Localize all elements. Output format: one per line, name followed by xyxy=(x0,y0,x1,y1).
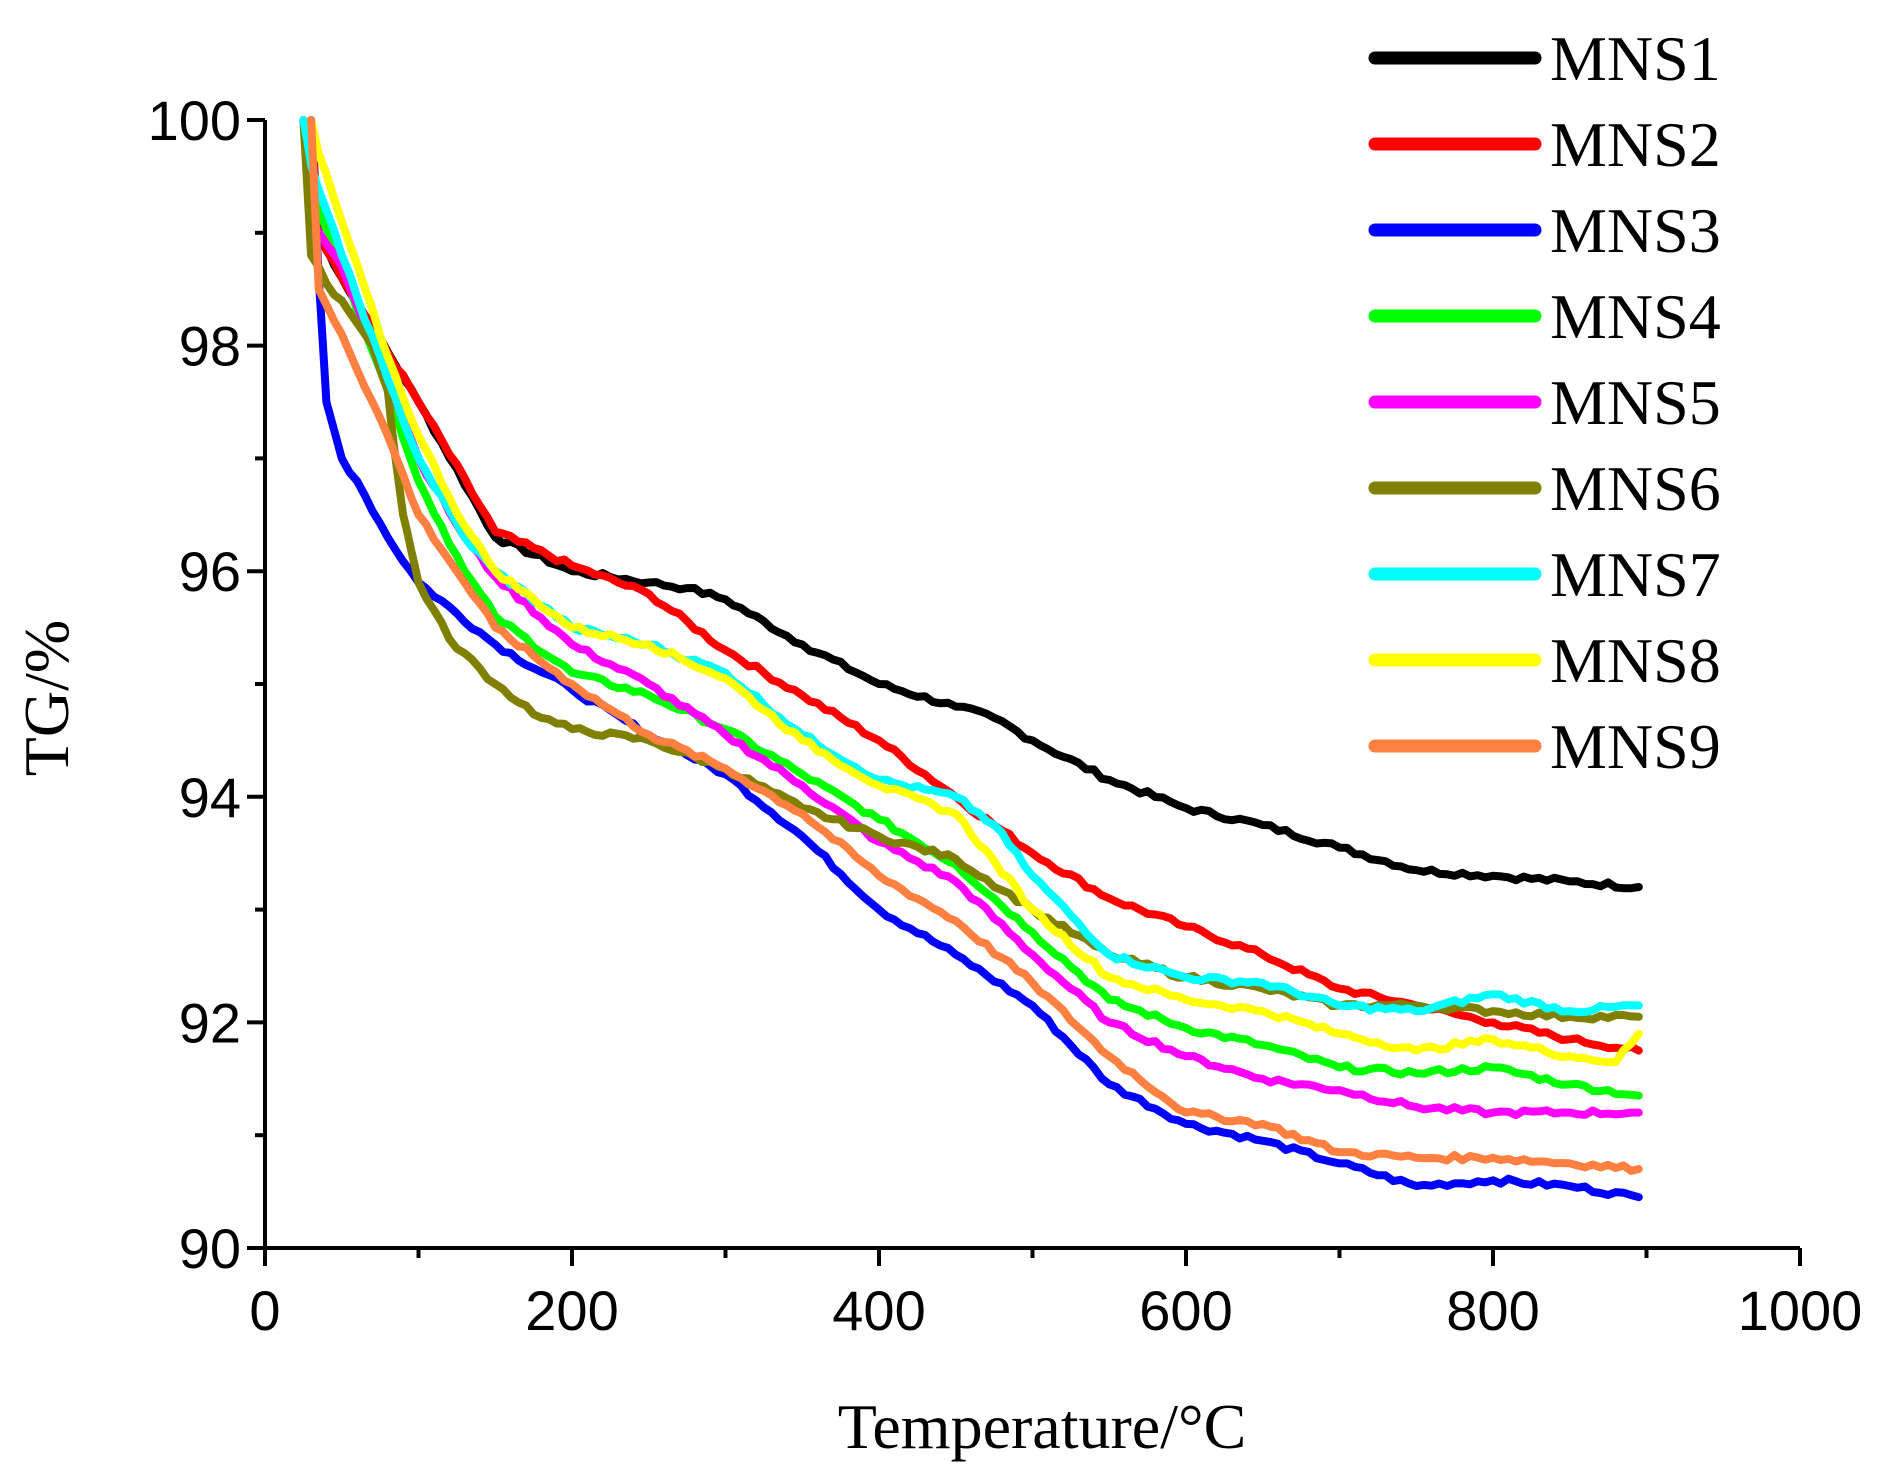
legend-label-mns9: MNS9 xyxy=(1550,711,1721,782)
x-tick-label: 0 xyxy=(249,1279,280,1342)
series-line-mns1 xyxy=(307,116,1643,893)
legend-label-mns2: MNS2 xyxy=(1550,109,1721,180)
legend-label-mns6: MNS6 xyxy=(1550,453,1721,524)
y-tick-label: 90 xyxy=(179,1217,241,1280)
series-line-mns9 xyxy=(307,116,1643,1175)
series-line-mns8 xyxy=(307,116,1643,1067)
x-tick-label: 800 xyxy=(1446,1279,1539,1342)
y-tick-label: 100 xyxy=(148,89,241,152)
ticks-layer: 0 200 400 600 800 1000 90 92 94 96 98 100 xyxy=(148,89,1863,1342)
y-tick-label: 98 xyxy=(179,315,241,378)
series-layer xyxy=(299,116,1643,1202)
legend-label-mns7: MNS7 xyxy=(1550,539,1721,610)
legend-label-mns3: MNS3 xyxy=(1550,195,1721,266)
y-axis-title: TG/% xyxy=(11,620,82,776)
series-line-mns5 xyxy=(299,116,1643,1120)
legend-label-mns4: MNS4 xyxy=(1550,281,1721,352)
x-tick-label: 400 xyxy=(832,1279,925,1342)
legend-label-mns5: MNS5 xyxy=(1550,367,1721,438)
x-axis-title: Temperature/°C xyxy=(838,1391,1247,1462)
legend: MNS1 MNS2 MNS3 MNS4 MNS5 MNS6 MNS7 MNS8 MNS9 xyxy=(1368,23,1721,782)
series-line-mns3 xyxy=(307,116,1643,1202)
series-line-mns4 xyxy=(299,116,1643,1100)
x-tick-label: 600 xyxy=(1139,1279,1232,1342)
legend-label-mns1: MNS1 xyxy=(1550,23,1721,94)
x-tick-label: 200 xyxy=(525,1279,618,1342)
y-tick-label: 96 xyxy=(179,540,241,603)
y-tick-label: 92 xyxy=(179,991,241,1054)
x-tick-label: 1000 xyxy=(1738,1279,1863,1342)
y-tick-label: 94 xyxy=(179,766,241,829)
legend-label-mns8: MNS8 xyxy=(1550,625,1721,696)
